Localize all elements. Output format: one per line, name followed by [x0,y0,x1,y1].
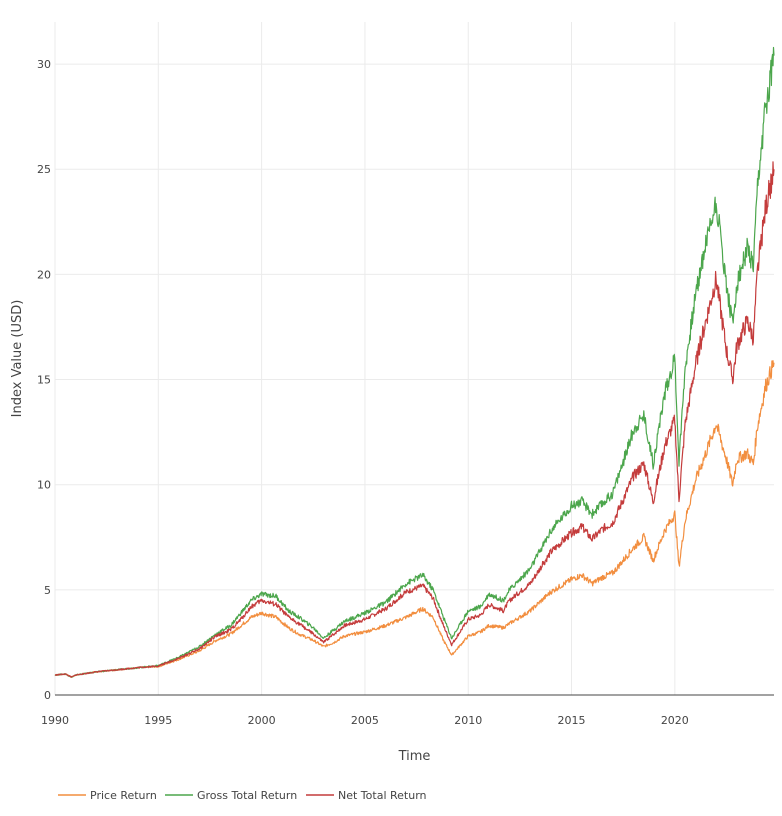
plot-area[interactable] [54,46,775,679]
y-tick-label: 10 [37,479,51,492]
y-tick-label: 30 [37,58,51,71]
x-tick-label: 2015 [558,714,586,727]
y-tick-label: 5 [44,584,51,597]
legend[interactable]: Price Return Gross Total Return Net Total … [58,789,427,802]
y-axis-ticks: 0 5 10 15 20 25 30 [37,58,51,702]
y-grid-lines [55,63,774,591]
legend-label: Gross Total Return [197,789,297,802]
y-axis-title: Index Value (USD) [10,300,25,418]
y-tick-label: 20 [37,268,51,281]
x-tick-label: 2000 [248,714,276,727]
legend-label: Net Total Return [338,789,427,802]
x-tick-label: 1990 [41,714,69,727]
x-axis-title: Time [398,749,431,764]
x-tick-label: 2020 [661,714,689,727]
y-tick-label: 0 [44,689,51,702]
y-tick-label: 25 [37,163,51,176]
x-tick-label: 2005 [351,714,379,727]
legend-label: Price Return [90,789,157,802]
legend-item-1[interactable]: Gross Total Return [165,789,297,802]
series-line-2[interactable] [54,161,775,678]
y-tick-label: 15 [37,374,51,387]
x-axis-ticks: 1990 1995 2000 2005 2010 2015 2020 [41,714,689,727]
x-grid-lines [54,22,676,695]
legend-item-2[interactable]: Net Total Return [306,789,427,802]
series-line-0[interactable] [54,360,775,679]
x-tick-label: 2010 [454,714,482,727]
series-line-1[interactable] [54,46,775,678]
x-tick-label: 1995 [144,714,172,727]
legend-item-0[interactable]: Price Return [58,789,157,802]
